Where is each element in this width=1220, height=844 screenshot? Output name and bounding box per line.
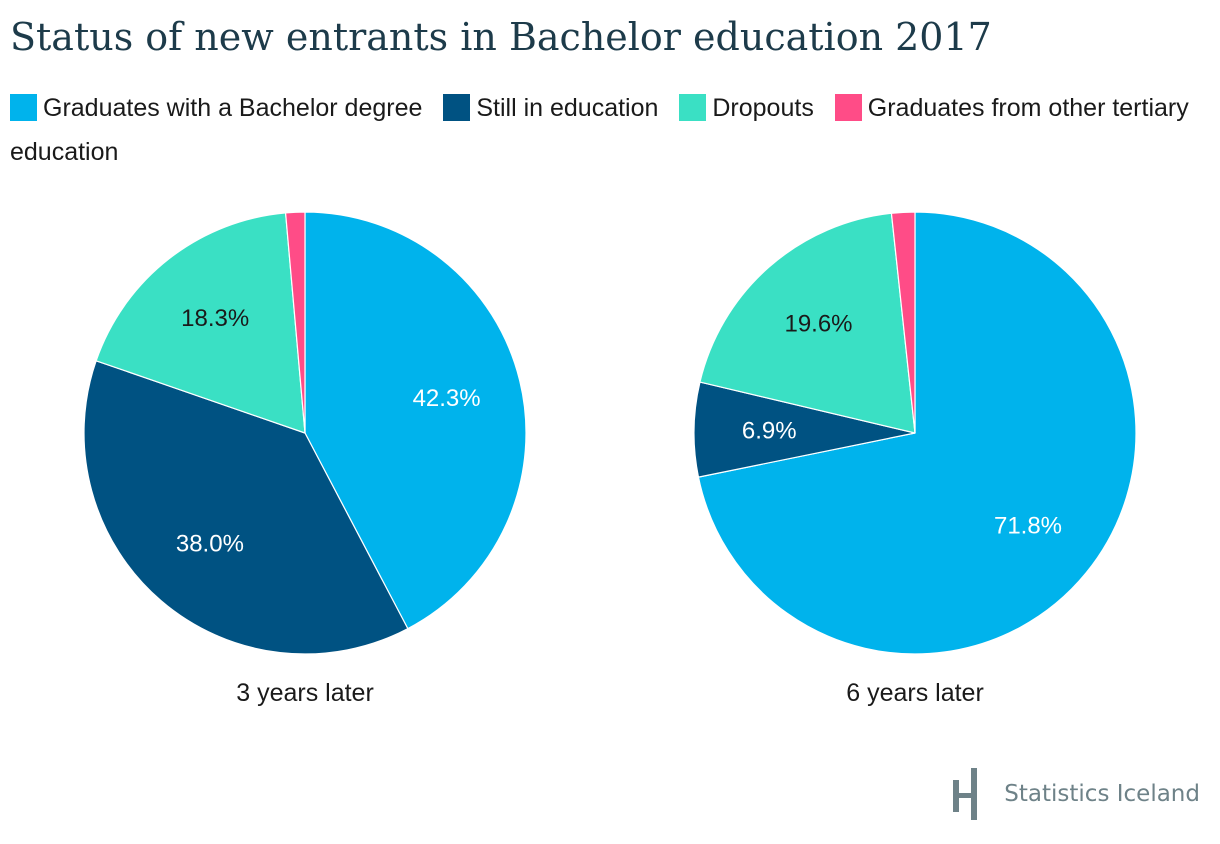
- brand: Statistics Iceland: [950, 768, 1200, 820]
- pie-caption-3-years: 3 years later: [236, 679, 374, 707]
- slice-still-in-education[interactable]: [83, 360, 409, 655]
- data-label: 42.3%: [413, 385, 481, 412]
- brand-name: Statistics Iceland: [1004, 781, 1200, 807]
- data-label: 18.3%: [181, 305, 249, 332]
- slice-bachelor-graduates[interactable]: [304, 211, 527, 630]
- data-label: 38.0%: [176, 531, 244, 558]
- chart-title: Status of new entrants in Bachelor educa…: [10, 15, 992, 59]
- data-label: 19.6%: [784, 311, 852, 338]
- legend-label: Still in education: [476, 94, 659, 122]
- slice-dropouts[interactable]: [95, 212, 306, 434]
- legend-item-bachelor-graduates[interactable]: Graduates with a Bachelor degree: [10, 94, 422, 122]
- pie-caption-6-years: 6 years later: [846, 679, 984, 707]
- legend-item-still-in-education[interactable]: Still in education: [443, 94, 658, 122]
- legend-label: Graduates with a Bachelor degree: [43, 94, 423, 122]
- pie-chart-3-years: 42.3% 38.0% 18.3%: [83, 211, 527, 655]
- pie-chart-6-years: 71.8% 6.9% 19.6%: [693, 211, 1137, 655]
- legend-swatch: [834, 94, 862, 121]
- legend-swatch: [443, 94, 471, 121]
- legend-swatch: [679, 94, 707, 121]
- data-label: 71.8%: [994, 512, 1062, 539]
- legend-label: Dropouts: [712, 94, 814, 122]
- data-label: 6.9%: [742, 418, 797, 445]
- legend-item-other-tertiary-graduates[interactable]: Graduates from other tertiary education: [10, 94, 1189, 166]
- legend: Graduates with a Bachelor degree Still i…: [10, 86, 1215, 174]
- slice-bachelor-graduates[interactable]: [697, 211, 1137, 655]
- legend-label: Graduates from other tertiary education: [10, 94, 1189, 166]
- slice-other-tertiary-graduates[interactable]: [284, 211, 306, 434]
- legend-item-dropouts[interactable]: Dropouts: [679, 94, 814, 122]
- statistics-iceland-logo-icon: [953, 768, 978, 820]
- slice-dropouts[interactable]: [699, 212, 916, 434]
- slice-other-tertiary-graduates[interactable]: [890, 211, 916, 434]
- legend-swatch: [10, 94, 37, 121]
